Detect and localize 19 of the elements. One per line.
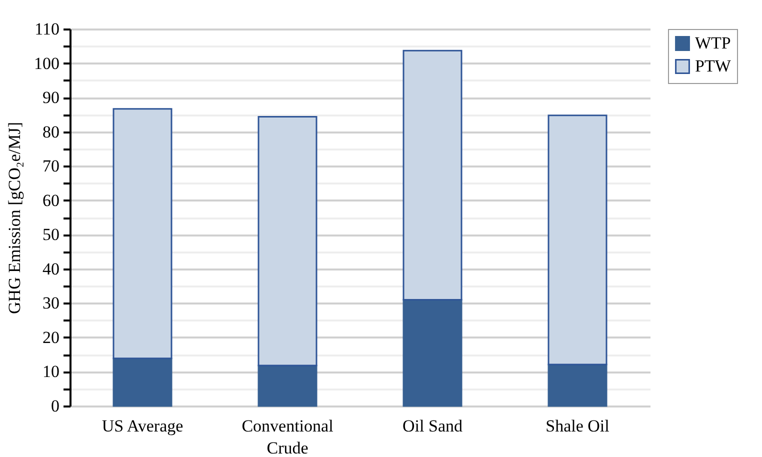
y-tick-label: 80: [42, 122, 60, 142]
y-tick-label: 50: [42, 225, 60, 244]
y-tick-label: 10: [42, 362, 60, 382]
x-tick-label: Shale Oil: [546, 416, 610, 436]
y-axis-title: GHG Emission [gCO₂e/MJ]: [5, 122, 24, 314]
y-tick-label: 0: [51, 396, 60, 416]
y-tick-label: 40: [42, 259, 60, 278]
y-tick-label: 60: [42, 190, 60, 210]
x-tick-label: US Average: [102, 416, 184, 436]
y-tick-label: 30: [42, 294, 60, 313]
x-tick-label: Oil Sand: [402, 416, 463, 436]
y-tick-label: 20: [42, 328, 60, 347]
y-tick-label: 100: [34, 54, 60, 73]
y-tick-label: 70: [42, 156, 60, 176]
y-tick-label: 110: [34, 20, 60, 38]
legend-label: WTP: [695, 34, 731, 52]
y-tick-label: 90: [42, 88, 60, 108]
legend-label: PTW: [695, 56, 732, 76]
x-tick-label: Conventional Crude: [242, 416, 334, 457]
